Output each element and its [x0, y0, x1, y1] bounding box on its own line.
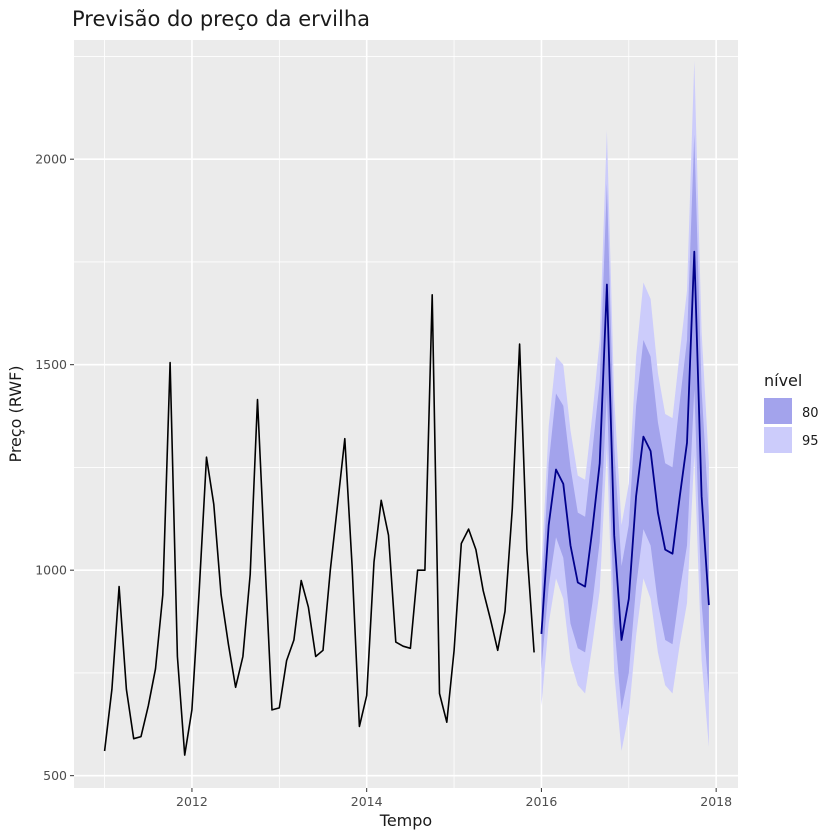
band-80 [541, 134, 709, 710]
legend-key-95 [764, 427, 792, 453]
y-tick-label: 2000 [35, 152, 67, 167]
legend-label-95: 95 [802, 434, 819, 449]
x-tick-label: 2014 [351, 794, 383, 809]
chart-title: Previsão do preço da ervilha [72, 7, 370, 31]
legend-label-80: 80 [802, 406, 819, 421]
legend: nível 80 95 [764, 371, 819, 453]
y-axis-ticks: 500 1000 1500 2000 [35, 152, 74, 783]
x-tick-label: 2018 [700, 794, 732, 809]
x-axis-title: Tempo [379, 811, 432, 830]
x-axis-ticks: 2012 2014 2016 2018 [176, 788, 732, 809]
series-lines [103, 250, 710, 756]
history-line [103, 293, 535, 756]
y-axis-title: Preço (RWF) [6, 365, 25, 462]
forecast-line [540, 250, 710, 641]
x-tick-label: 2016 [526, 794, 558, 809]
band-80-area [541, 134, 709, 710]
y-tick-label: 1500 [35, 357, 67, 372]
y-tick-label: 1000 [35, 563, 67, 578]
x-tick-label: 2012 [176, 794, 208, 809]
y-tick-label: 500 [43, 768, 67, 783]
legend-key-80 [764, 398, 792, 424]
legend-title: nível [764, 371, 802, 390]
